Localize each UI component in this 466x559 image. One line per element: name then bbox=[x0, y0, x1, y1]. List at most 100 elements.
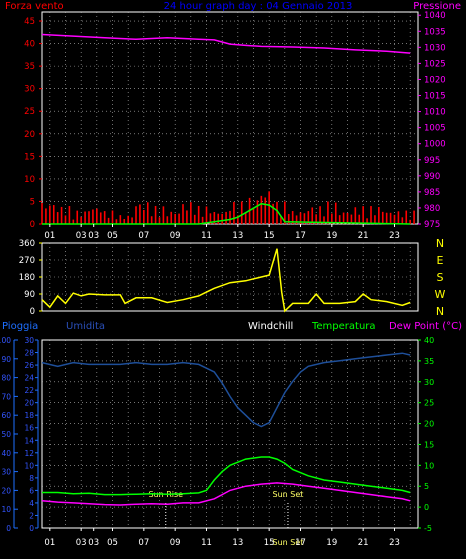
p1-right-tick-label: 985 bbox=[424, 188, 440, 198]
p1-xtick-label: 13 bbox=[232, 231, 243, 241]
p1-right-tick-label: 995 bbox=[424, 156, 440, 166]
windchill-label: Windchill bbox=[248, 321, 293, 332]
p1-left-tick-label: 40 bbox=[24, 40, 35, 50]
dewpoint-line bbox=[41, 482, 411, 506]
umidita-label: Umidita bbox=[66, 321, 105, 332]
p1-xtick-label: 03 bbox=[88, 231, 99, 241]
p3-xtick-label: 21 bbox=[358, 538, 369, 548]
p3-left-tick-label: 22 bbox=[24, 386, 34, 395]
p3-xtick-label: 23 bbox=[389, 538, 400, 548]
sun-annotation: Sun Set bbox=[273, 490, 304, 499]
temperature-line bbox=[42, 456, 411, 496]
compass-label: E bbox=[437, 254, 444, 267]
p1-xtick-label: 19 bbox=[326, 231, 337, 241]
p1-right-tick-label: 980 bbox=[424, 204, 440, 214]
p1-xtick-label: 23 bbox=[389, 231, 400, 241]
p3-left-tick-label: 18 bbox=[24, 411, 34, 420]
p3-left-tick-label: 14 bbox=[24, 436, 34, 445]
p1-xtick-label: 07 bbox=[138, 231, 149, 241]
p3-right-tick-label: 5 bbox=[424, 482, 429, 491]
p2-left-tick-label: 360 bbox=[19, 239, 35, 249]
p3-far-left-tick-label: 60 bbox=[1, 411, 11, 420]
pressione-label: Pressione bbox=[413, 1, 461, 12]
p3-left-tick-label: 4 bbox=[29, 499, 34, 508]
p3-xtick-label: 17 bbox=[295, 538, 306, 548]
p1-right-tick-label: 1040 bbox=[424, 11, 446, 21]
p3-left-tick-label: 6 bbox=[29, 486, 34, 495]
p3-far-left-tick-label: 70 bbox=[1, 392, 11, 401]
p1-right-tick-label: 1015 bbox=[424, 92, 446, 102]
p1-left-tick-label: 30 bbox=[24, 85, 35, 95]
sun-annotation: Sun Set bbox=[273, 538, 304, 547]
p1-right-tick-label: 1000 bbox=[424, 140, 446, 150]
p3-far-left-tick-label: 20 bbox=[1, 486, 11, 495]
p1-right-tick-label: 1005 bbox=[424, 124, 446, 134]
p3-xtick-label: 03 bbox=[76, 538, 87, 548]
p3-right-tick-label: 15 bbox=[424, 440, 434, 449]
p2-left-tick-label: 90 bbox=[24, 290, 35, 300]
p3-far-left-tick-label: 50 bbox=[1, 430, 11, 439]
p3-far-left-tick-label: 0 bbox=[6, 524, 11, 533]
p1-xtick-label: 15 bbox=[264, 231, 275, 241]
temperatura-label: Temperatura bbox=[311, 321, 376, 332]
p1-left-tick-label: 20 bbox=[24, 130, 35, 140]
p1-right-tick-label: 1025 bbox=[424, 59, 446, 69]
forza-vento-label: Forza vento bbox=[5, 1, 64, 12]
p1-right-tick-label: 1030 bbox=[424, 43, 446, 53]
p3-xtick-label: 15 bbox=[264, 538, 275, 548]
p3-far-left-tick-label: 100 bbox=[0, 336, 11, 345]
p1-xtick-label: 21 bbox=[358, 231, 369, 241]
p3-xtick-label: 11 bbox=[201, 538, 212, 548]
p3-far-left-tick-label: 40 bbox=[1, 449, 11, 458]
p3-far-left-tick-label: 10 bbox=[1, 505, 11, 514]
p1-left-tick-label: 5 bbox=[30, 197, 35, 207]
p3-left-tick-label: 16 bbox=[24, 424, 34, 433]
p3-right-tick-label: 25 bbox=[424, 399, 434, 408]
p1-right-tick-label: 1010 bbox=[424, 108, 446, 118]
humidity-line bbox=[41, 352, 411, 428]
chart-title: 24 hour graph day : 04 Gennaio 2013 bbox=[164, 1, 353, 12]
compass-label: N bbox=[436, 237, 444, 250]
p3-left-tick-label: 30 bbox=[24, 336, 34, 345]
p3-left-tick-label: 12 bbox=[24, 449, 34, 458]
p3-xtick-label: 09 bbox=[170, 538, 181, 548]
p1-xtick-label: 11 bbox=[201, 231, 212, 241]
temp-humidity-plot-frame bbox=[41, 339, 419, 529]
p3-right-tick-label: -5 bbox=[424, 524, 432, 533]
pioggia-label: Pioggia bbox=[2, 321, 38, 332]
p3-right-tick-label: 0 bbox=[424, 503, 429, 512]
p3-xtick-label: 19 bbox=[326, 538, 337, 548]
p3-left-tick-label: 0 bbox=[29, 524, 34, 533]
p1-xtick-label: 03 bbox=[76, 231, 87, 241]
p3-left-tick-label: 2 bbox=[29, 511, 34, 520]
p3-right-tick-label: 40 bbox=[424, 336, 434, 345]
p3-left-tick-label: 10 bbox=[24, 461, 34, 470]
p3-far-left-tick-label: 80 bbox=[1, 374, 11, 383]
p3-xtick-label: 05 bbox=[107, 538, 118, 548]
p3-left-tick-label: 28 bbox=[24, 349, 34, 358]
p1-left-tick-label: 10 bbox=[24, 175, 35, 185]
p1-right-tick-label: 975 bbox=[424, 220, 440, 230]
wind-direction-line bbox=[41, 248, 411, 313]
p2-left-tick-label: 180 bbox=[19, 273, 35, 283]
dewpoint-label: Dew Point (°C) bbox=[389, 321, 462, 332]
p3-far-left-tick-label: 90 bbox=[1, 355, 11, 364]
p1-right-tick-label: 990 bbox=[424, 172, 440, 182]
avg-wind-line bbox=[42, 202, 411, 225]
p3-xtick-label: 13 bbox=[232, 538, 243, 548]
pressure-line bbox=[41, 33, 411, 54]
p1-xtick-label: 01 bbox=[44, 231, 55, 241]
p3-far-left-tick-label: 30 bbox=[1, 468, 11, 477]
p1-left-tick-label: 35 bbox=[24, 62, 35, 72]
p3-left-tick-label: 24 bbox=[24, 374, 34, 383]
p3-left-tick-label: 8 bbox=[29, 474, 34, 483]
p3-xtick-label: 01 bbox=[44, 538, 55, 548]
p2-left-tick-label: 270 bbox=[19, 256, 35, 266]
p3-xtick-label: 07 bbox=[138, 538, 149, 548]
p1-right-tick-label: 1020 bbox=[424, 75, 446, 85]
p1-right-tick-label: 1035 bbox=[424, 27, 446, 37]
p3-left-tick-label: 26 bbox=[24, 361, 34, 370]
compass-label: N bbox=[436, 305, 444, 318]
